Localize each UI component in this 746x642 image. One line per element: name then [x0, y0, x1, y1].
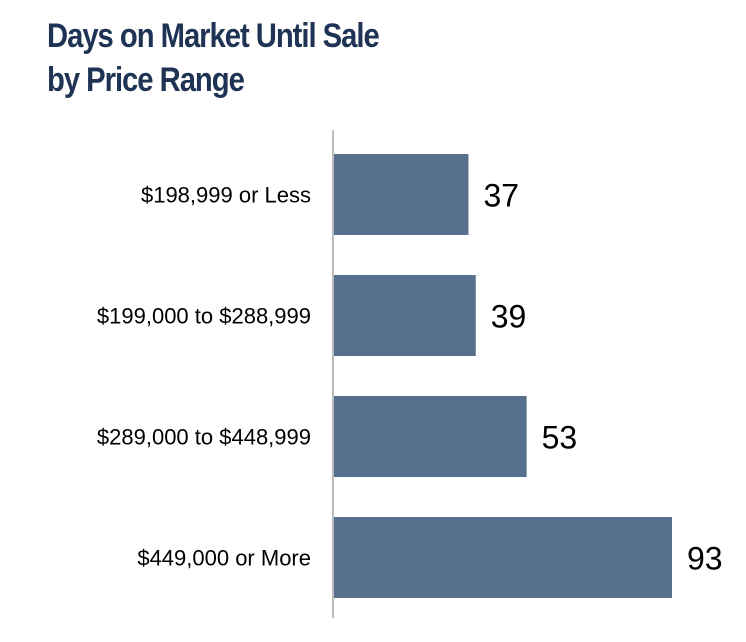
category-label: $449,000 or More — [137, 546, 311, 571]
bar — [334, 154, 469, 235]
bar — [334, 275, 476, 356]
chart-title-line-2: by Price Range — [47, 61, 245, 99]
value-label: 37 — [483, 178, 519, 214]
chart-title: Days on Market Until Sale by Price Range — [47, 14, 563, 102]
value-label: 53 — [542, 420, 578, 456]
category-label: $198,999 or Less — [141, 183, 311, 208]
category-label: $289,000 to $448,999 — [97, 425, 311, 450]
value-label: 39 — [491, 299, 527, 335]
chart-title-line-1: Days on Market Until Sale — [47, 17, 380, 55]
category-label: $199,000 to $288,999 — [97, 304, 311, 329]
value-label: 93 — [687, 541, 723, 577]
bar — [334, 517, 672, 598]
bar — [334, 396, 527, 477]
